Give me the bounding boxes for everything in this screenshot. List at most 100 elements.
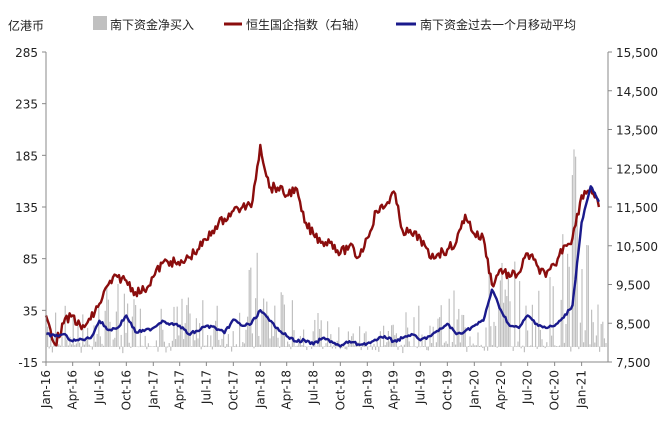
net-buy-bar [141, 345, 143, 347]
net-buy-bar [165, 346, 167, 353]
net-buy-bar [104, 310, 106, 347]
net-buy-bar [144, 335, 146, 347]
net-buy-bar [471, 345, 473, 347]
x-tick-label: Oct-16 [119, 370, 133, 410]
net-buy-bar [74, 345, 76, 347]
net-buy-bar [219, 345, 221, 347]
net-buy-bar [247, 316, 249, 347]
net-buy-bar [413, 317, 415, 347]
net-buy-bar [232, 331, 234, 347]
right-tick-label: 8,500 [616, 317, 650, 331]
net-buy-bar [243, 343, 245, 347]
net-buy-bar [531, 304, 533, 347]
net-buy-bar [391, 325, 393, 347]
net-buy-bar [159, 324, 161, 347]
net-buy-bar [368, 346, 370, 347]
net-buy-bar [362, 345, 364, 347]
net-buy-bar [515, 346, 517, 347]
net-buy-bar [586, 245, 588, 347]
net-buy-bar [125, 332, 127, 347]
net-buy-bar [189, 313, 191, 347]
net-buy-bar [514, 261, 516, 347]
left-tick-label: 85 [23, 253, 38, 267]
net-buy-bar [327, 321, 329, 347]
net-buy-bar [117, 284, 119, 347]
net-buy-bar [131, 316, 133, 347]
net-buy-bar [306, 346, 308, 351]
left-tick-label: 135 [15, 201, 38, 215]
net-buy-bar [544, 346, 546, 349]
net-buy-bar [589, 344, 591, 347]
net-buy-bar [195, 318, 197, 347]
x-tick-label: Oct-20 [548, 370, 562, 410]
net-buy-bar [163, 341, 165, 347]
net-buy-bar [253, 346, 255, 349]
net-buy-bar [311, 346, 313, 349]
net-buy-bar [291, 300, 293, 347]
net-buy-bar [522, 345, 524, 347]
net-buy-bar [562, 234, 564, 347]
net-buy-bar [157, 346, 159, 352]
net-buy-bar [402, 346, 404, 354]
net-buy-bar [229, 346, 231, 347]
net-buy-bar [523, 346, 525, 353]
x-tick-label: Jul-16 [92, 370, 106, 405]
net-buy-bar [367, 346, 369, 350]
net-buy-bar [525, 305, 527, 347]
x-tick-label: Jul-19 [413, 370, 427, 405]
net-buy-bar [554, 345, 556, 347]
net-buy-bar [259, 344, 261, 347]
net-buy-bar [227, 334, 229, 347]
left-axis-ticks: 285 235 185 135 85 35 -15 [15, 46, 46, 370]
net-buy-bar [167, 346, 169, 348]
net-buy-bar [290, 346, 292, 350]
net-buy-bar [139, 308, 141, 347]
net-buy-bar [533, 346, 535, 347]
net-buy-bar [312, 331, 314, 347]
net-buy-bar [173, 306, 175, 347]
x-tick-label: Jul-17 [199, 370, 213, 405]
net-buy-bar [258, 335, 260, 347]
net-buy-bar [295, 346, 297, 347]
net-buy-bar [496, 346, 498, 348]
net-buy-bar [603, 338, 605, 347]
net-buy-bar [392, 324, 394, 347]
net-buy-bar [511, 346, 513, 347]
net-buy-bar [119, 346, 121, 350]
net-buy-bar [575, 156, 577, 347]
net-buy-bar [543, 345, 545, 347]
net-buy-bar [263, 298, 265, 347]
net-buy-bar [98, 305, 100, 347]
x-tick-label: Apr-20 [494, 370, 508, 410]
left-tick-label: 35 [23, 304, 38, 318]
net-buy-bar [552, 286, 554, 347]
net-buy-bar [309, 346, 311, 347]
net-buy-bar [245, 329, 247, 347]
net-buy-bar [95, 341, 97, 347]
net-buy-bar [224, 346, 226, 349]
net-buy-bar [176, 306, 178, 347]
net-buy-bar [578, 346, 580, 350]
right-tick-label: 15,500 [616, 46, 658, 60]
net-buy-bar [231, 346, 233, 352]
net-buy-bar [90, 346, 92, 347]
net-buy-bar [338, 327, 340, 347]
net-buy-bar [399, 346, 401, 347]
net-buy-bar [517, 341, 519, 347]
net-buy-bar [135, 305, 137, 347]
right-tick-label: 11,500 [616, 201, 658, 215]
net-buy-bar [567, 253, 569, 347]
net-buy-bar [354, 345, 356, 347]
net-buy-bar [93, 325, 95, 347]
net-buy-bar [547, 346, 549, 347]
net-buy-bar [109, 321, 111, 347]
net-buy-bar [192, 333, 194, 347]
net-buy-bar [184, 323, 186, 347]
net-buy-bar [563, 342, 565, 347]
net-buy-bar [67, 345, 69, 347]
net-buy-bar [360, 346, 362, 351]
net-buy-bar [485, 327, 487, 347]
x-tick-label: Apr-18 [280, 370, 294, 410]
net-buy-bar [59, 345, 61, 347]
net-buy-bar [307, 346, 309, 347]
